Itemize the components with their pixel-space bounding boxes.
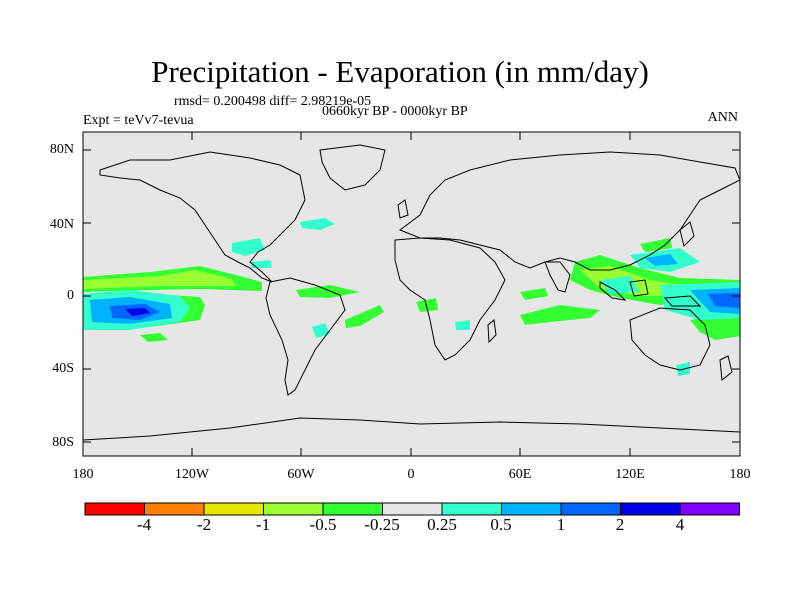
colorbar-label: -2 (196, 515, 212, 534)
lon-label-180w: 180 (72, 467, 94, 482)
anomaly-wpac-blue (708, 293, 740, 308)
coast-africa (394, 237, 506, 361)
lon-label-0: 0 (407, 467, 415, 482)
coast-australia (629, 307, 711, 371)
colorbar-swatch (322, 502, 383, 516)
lat-ticks (83, 149, 740, 443)
anomaly-east-pacific-light (83, 270, 235, 289)
anomaly-west-pacific-north (640, 238, 672, 252)
colorbar-label: 2 (615, 515, 625, 534)
anomaly-atlantic-north-cyan (300, 218, 335, 230)
colorbar-label: 0.5 (490, 515, 512, 534)
coast-india (544, 261, 571, 293)
lon-ticks (191, 132, 631, 456)
anomaly-pacific-darkblue (125, 308, 150, 316)
lon-label-180e: 180 (729, 467, 751, 482)
anomaly-central-pacific-green (140, 333, 168, 342)
anomaly-africa-west (416, 298, 438, 312)
lat-label-0: 0 (67, 288, 74, 303)
colorbar-label: -1 (255, 515, 271, 534)
coast-new-guinea (663, 295, 702, 307)
colorbar-label: 4 (675, 515, 685, 534)
colorbar-label: -4 (136, 515, 152, 534)
coast-madagascar (487, 319, 497, 344)
coast-north-america (99, 151, 306, 283)
coast-south-america (265, 277, 346, 396)
coast-antarctica (83, 417, 740, 441)
anomaly-gulf-cyan (232, 238, 265, 256)
colorbar-swatch (441, 502, 502, 516)
stats-label: rmsd= 0.200498 diff= 2.98219e-05 (174, 94, 372, 109)
colorbar-label: -0.25 (364, 515, 400, 534)
colorbar-label: -0.5 (309, 515, 337, 534)
coast-greenland (319, 144, 386, 191)
coast-sumatra (599, 281, 627, 301)
lon-label-60e: 60E (508, 467, 532, 482)
anomaly-arabian (520, 288, 548, 300)
anomaly-fields (83, 218, 740, 376)
colorbar-swatch (501, 502, 562, 516)
lon-label-120w: 120W (174, 467, 210, 482)
period-label: 0660kyr BP - 0000kyr BP (322, 104, 468, 119)
coast-japan (679, 221, 695, 247)
anomaly-east-africa-cyan (455, 320, 470, 330)
colorbar-swatch (560, 502, 621, 516)
lat-label-80s: 80S (52, 435, 74, 450)
colorbar-swatch (620, 502, 681, 516)
coastlines (83, 144, 740, 441)
lon-label-60w: 60W (287, 467, 315, 482)
colorbar-swatch (382, 502, 443, 516)
colorbar (84, 502, 740, 516)
anomaly-indian-ocean (520, 305, 600, 325)
season-label: ANN (707, 110, 738, 125)
anomaly-brazil-cyan (312, 323, 330, 338)
colorbar-swatch (84, 502, 145, 516)
anomaly-amazon (296, 285, 360, 298)
colorbar-swatch (203, 502, 264, 516)
lon-label-120e: 120E (615, 467, 645, 482)
lat-label-40s: 40S (52, 361, 74, 376)
experiment-label: Expt = teVv7-tevua (83, 113, 194, 128)
coast-new-zealand (719, 355, 733, 381)
anomaly-atlantic-south (345, 305, 384, 328)
colorbar-swatch (263, 502, 324, 516)
coast-borneo (629, 279, 649, 297)
colorbar-label: 1 (556, 515, 566, 534)
plot-title: Precipitation - Evaporation (in mm/day) (151, 54, 649, 89)
coast-eurasia (398, 151, 740, 271)
colorbar-label: 0.25 (427, 515, 457, 534)
anomaly-indonesia-cyan (600, 276, 640, 294)
colorbar-swatch (679, 502, 740, 516)
coast-uk (397, 199, 409, 219)
anomaly-china-blue (645, 254, 678, 266)
lat-label-40n: 40N (49, 217, 74, 232)
colorbar-swatch (144, 502, 205, 516)
lat-label-80n: 80N (49, 142, 74, 157)
